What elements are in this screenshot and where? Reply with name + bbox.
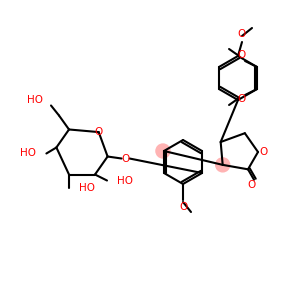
Text: O: O: [259, 147, 267, 157]
Text: O: O: [122, 154, 130, 164]
Text: O: O: [237, 94, 245, 104]
Text: O: O: [238, 29, 246, 39]
Text: O: O: [179, 202, 187, 212]
Text: O: O: [94, 127, 103, 137]
Text: HO: HO: [79, 182, 95, 193]
Circle shape: [216, 158, 230, 172]
Text: O: O: [237, 50, 245, 60]
Text: HO: HO: [27, 95, 43, 106]
Circle shape: [156, 144, 170, 158]
Text: HO: HO: [117, 176, 133, 185]
Text: HO: HO: [20, 148, 36, 158]
Text: O: O: [248, 180, 256, 190]
